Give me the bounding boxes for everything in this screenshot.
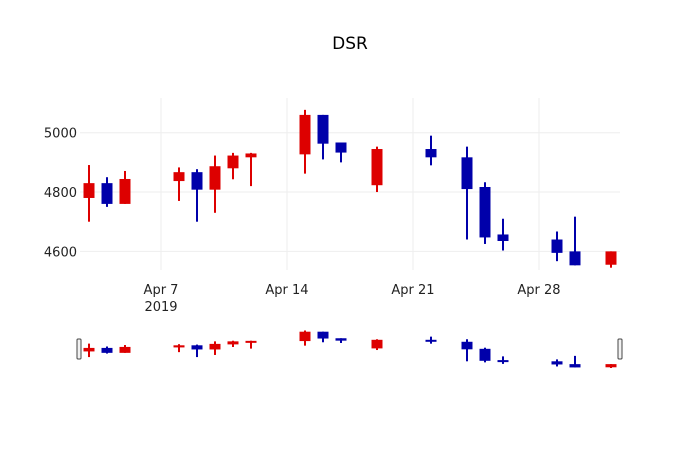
x-tick-label: Apr 7: [144, 283, 179, 298]
x-tick-year-label: 2019: [144, 300, 177, 315]
candle-increasing[interactable]: [371, 146, 383, 193]
slider-candle: [299, 330, 311, 346]
candle-body: [317, 114, 329, 144]
x-axis: Apr 7 2019 Apr 14 Apr 21 Apr 28: [144, 283, 561, 315]
slider-candle: [317, 331, 329, 343]
y-tick-label: 4800: [44, 186, 77, 201]
range-slider-left-handle[interactable]: [76, 338, 82, 360]
x-tick-label: Apr 28: [517, 283, 560, 298]
range-slider[interactable]: [76, 327, 623, 372]
candle-body: [173, 172, 185, 182]
candle-decreasing[interactable]: [569, 216, 581, 266]
candle-increasing[interactable]: [173, 167, 185, 201]
candle-decreasing[interactable]: [497, 218, 509, 251]
chart-title: DSR: [332, 34, 368, 54]
candle-decreasing[interactable]: [101, 177, 113, 207]
gridlines: [80, 98, 620, 270]
candle-decreasing[interactable]: [317, 114, 329, 160]
y-tick-label: 5000: [44, 127, 77, 142]
candle-body: [101, 183, 113, 204]
slider-candle: [461, 339, 473, 362]
slider-candle: [227, 340, 239, 347]
candle-decreasing[interactable]: [551, 231, 563, 262]
candle-body: [83, 183, 95, 198]
range-slider-candles: [83, 330, 617, 368]
slider-candle: [425, 336, 437, 344]
candle-body: [299, 114, 311, 155]
slider-candle: [569, 355, 581, 368]
slider-candle: [83, 343, 95, 358]
x-tick-label: Apr 21: [391, 283, 434, 298]
candle-body: [569, 251, 581, 266]
candle-body: [551, 239, 563, 253]
candle-body: [497, 234, 509, 241]
candle-increasing[interactable]: [209, 155, 221, 213]
candle-body: [479, 186, 491, 238]
candle-body: [335, 142, 347, 153]
candles[interactable]: [83, 109, 617, 268]
candle-increasing[interactable]: [245, 152, 257, 187]
candle-increasing[interactable]: [299, 109, 311, 174]
slider-candle: [173, 344, 185, 353]
slider-candle: [605, 364, 617, 368]
candle-decreasing[interactable]: [461, 146, 473, 240]
slider-candle: [209, 341, 221, 355]
slider-candle: [101, 346, 113, 354]
candle-body: [605, 251, 617, 265]
candle-decreasing[interactable]: [335, 142, 347, 163]
slider-candle: [335, 338, 347, 343]
candle-body: [191, 172, 203, 190]
y-tick-label: 4600: [44, 245, 77, 260]
slider-candle: [119, 345, 131, 353]
candle-increasing[interactable]: [227, 152, 239, 180]
slider-candle: [191, 344, 203, 358]
candle-body: [425, 149, 437, 158]
candle-body: [371, 149, 383, 186]
slider-candle: [497, 356, 509, 364]
candle-body: [209, 166, 221, 190]
candle-decreasing[interactable]: [479, 182, 491, 244]
candle-increasing[interactable]: [605, 251, 617, 268]
candle-body: [461, 157, 473, 190]
slider-candle: [371, 339, 383, 351]
x-tick-label: Apr 14: [265, 283, 308, 298]
candle-decreasing[interactable]: [191, 169, 203, 222]
candle-increasing[interactable]: [83, 165, 95, 222]
range-slider-right-handle[interactable]: [617, 338, 623, 360]
candle-body: [227, 155, 239, 169]
candle-body: [119, 178, 131, 204]
slider-candle: [245, 340, 257, 349]
y-axis: 4600 4800 5000: [44, 127, 77, 261]
candle-increasing[interactable]: [119, 170, 131, 204]
slider-candle: [479, 347, 491, 363]
slider-candle: [551, 359, 563, 367]
candle-decreasing[interactable]: [425, 135, 437, 166]
candle-body: [245, 153, 257, 158]
range-slider-background[interactable]: [80, 327, 620, 372]
